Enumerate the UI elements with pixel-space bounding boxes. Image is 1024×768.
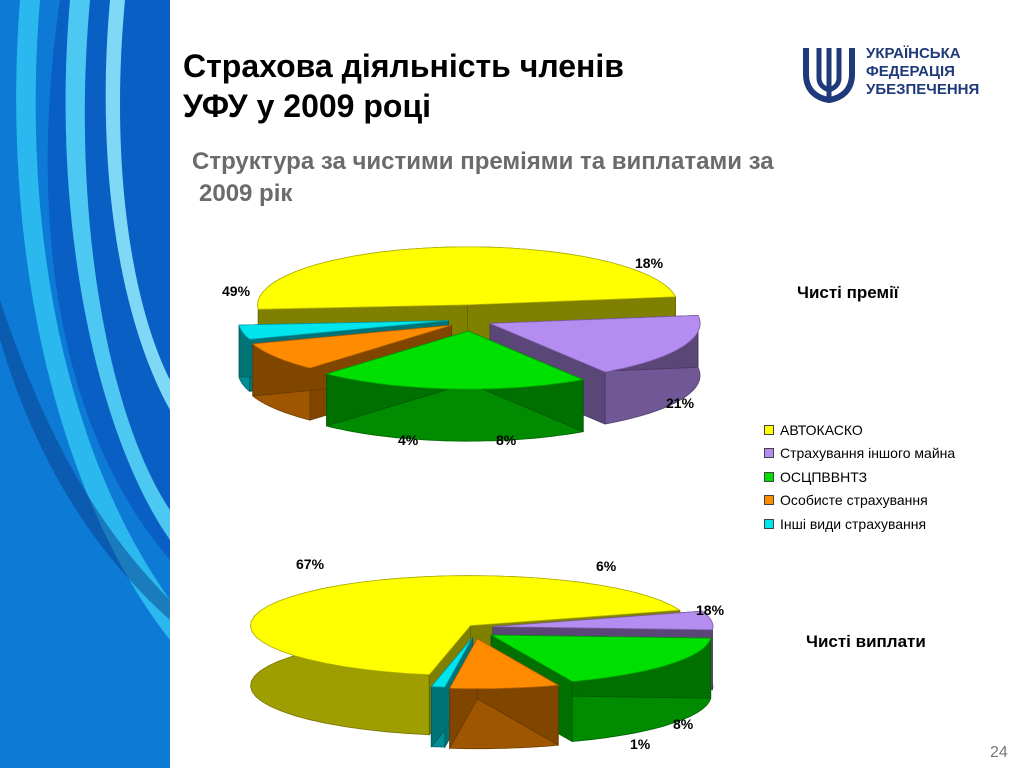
data-label: 4% <box>398 432 419 448</box>
pie-slice-Страхування іншого майна <box>489 314 701 373</box>
legend-swatch <box>764 424 774 435</box>
legend-swatch <box>764 495 774 506</box>
pie-slice-АВТОКАСКО <box>250 575 682 676</box>
legend-item: Інші види страхування <box>764 512 994 534</box>
logo-text: УКРАЇНСЬКА ФЕДЕРАЦІЯ УБЕЗПЕЧЕННЯ <box>866 45 979 99</box>
legend-swatch <box>764 518 774 529</box>
pie-slice-ОСЦПВВНТЗ <box>489 634 712 682</box>
pie-slice-Інші види страхування <box>430 637 473 688</box>
pie-slice-АВТОКАСКО <box>257 246 677 310</box>
legend-label: АВТОКАСКО <box>780 421 863 438</box>
data-label: 1% <box>630 736 651 752</box>
legend-item: Особисте страхування <box>764 489 994 513</box>
pie-chart-1 <box>250 575 714 750</box>
page-number: 24 <box>990 744 1008 761</box>
slide-subtitle: Структура за чистими преміями та виплата… <box>192 146 774 210</box>
pie-slice-Особисте страхування <box>449 638 560 690</box>
pie-slice-ОСЦПВВНТЗ <box>325 330 585 390</box>
legend-label: Страхування іншого майна <box>780 445 956 462</box>
logo-line2: ФЕДЕРАЦІЯ <box>866 63 955 80</box>
legend-swatch <box>764 471 774 482</box>
data-label: 18% <box>696 602 725 618</box>
slide-title: Страхова діяльність членів УФУ у 2009 ро… <box>183 46 624 126</box>
slide-subtitle-line2: 2009 рік <box>199 180 293 207</box>
data-label: 49% <box>222 283 251 299</box>
pie-slice-Особисте страхування <box>251 324 452 369</box>
chart-title-payouts: Чисті виплати <box>806 632 926 651</box>
legend-item: Страхування іншого майна <box>764 442 994 466</box>
data-label: 21% <box>666 395 695 411</box>
pie-slice-Інші види страхування <box>238 320 449 340</box>
legend-label: Інші види страхування <box>780 515 927 532</box>
pie-chart-0 <box>238 246 701 442</box>
data-label: 18% <box>635 255 664 271</box>
slide-title-line2: УФУ у 2009 році <box>183 88 431 124</box>
logo-line3: УБЕЗПЕЧЕННЯ <box>866 81 980 98</box>
data-label: 67% <box>296 556 325 572</box>
data-label: 8% <box>496 432 517 448</box>
chart-title-premiums: Чисті премії <box>797 283 899 302</box>
legend-label: Особисте страхування <box>780 492 928 509</box>
slide-title-line1: Страхова діяльність членів <box>183 48 624 84</box>
logo-line1: УКРАЇНСЬКА <box>866 45 961 62</box>
legend-label: ОСЦПВВНТЗ <box>780 468 868 485</box>
decorative-left-band <box>0 0 170 768</box>
legend-swatch <box>764 448 774 459</box>
pie-slice-Страхування іншого майна <box>492 610 714 631</box>
ufu-logo-icon <box>803 48 855 104</box>
chart-legend: АВТОКАСКО Страхування іншого майна ОСЦПВ… <box>764 418 994 534</box>
slide-subtitle-line1: Структура за чистими преміями та виплата… <box>192 148 774 175</box>
data-label: 8% <box>673 716 694 732</box>
legend-item: АВТОКАСКО <box>764 418 994 442</box>
legend-item: ОСЦПВВНТЗ <box>764 465 994 489</box>
data-label: 6% <box>596 558 617 574</box>
